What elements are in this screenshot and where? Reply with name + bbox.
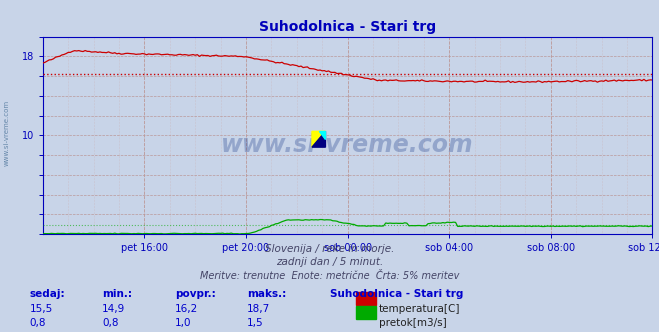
Text: 0,8: 0,8 xyxy=(102,318,119,328)
Text: Slovenija / reke in morje.: Slovenija / reke in morje. xyxy=(265,244,394,254)
Text: www.si-vreme.com: www.si-vreme.com xyxy=(3,100,10,166)
Text: pretok[m3/s]: pretok[m3/s] xyxy=(379,318,447,328)
Text: temperatura[C]: temperatura[C] xyxy=(379,304,461,314)
Text: maks.:: maks.: xyxy=(247,289,287,299)
Text: min.:: min.: xyxy=(102,289,132,299)
Text: 15,5: 15,5 xyxy=(30,304,53,314)
Polygon shape xyxy=(312,131,326,147)
Text: 14,9: 14,9 xyxy=(102,304,125,314)
Text: Suhodolnica - Stari trg: Suhodolnica - Stari trg xyxy=(330,289,463,299)
Text: zadnji dan / 5 minut.: zadnji dan / 5 minut. xyxy=(276,257,383,267)
Text: 0,8: 0,8 xyxy=(30,318,46,328)
Text: 18,7: 18,7 xyxy=(247,304,270,314)
Text: 1,5: 1,5 xyxy=(247,318,264,328)
Text: Meritve: trenutne  Enote: metrične  Črta: 5% meritev: Meritve: trenutne Enote: metrične Črta: … xyxy=(200,271,459,281)
Polygon shape xyxy=(312,131,326,147)
Title: Suhodolnica - Stari trg: Suhodolnica - Stari trg xyxy=(259,20,436,34)
Bar xyxy=(356,306,376,319)
Bar xyxy=(356,292,376,305)
Text: 16,2: 16,2 xyxy=(175,304,198,314)
Polygon shape xyxy=(319,131,326,139)
Text: www.si-vreme.com: www.si-vreme.com xyxy=(221,133,474,157)
Text: povpr.:: povpr.: xyxy=(175,289,215,299)
Text: 1,0: 1,0 xyxy=(175,318,191,328)
Text: sedaj:: sedaj: xyxy=(30,289,65,299)
